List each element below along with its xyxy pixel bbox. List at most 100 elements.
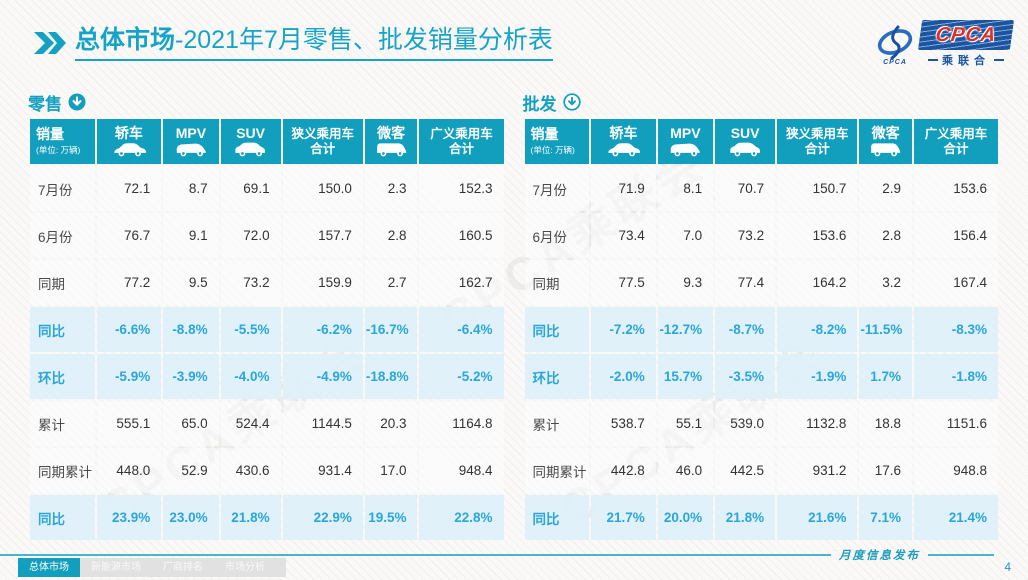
van-car-icon: [365, 142, 418, 157]
cell-value: 69.1: [220, 166, 281, 211]
cell-value: 77.2: [96, 260, 162, 305]
cell-value: 3.2: [859, 260, 912, 305]
cell-value: 55.1: [657, 401, 714, 446]
logo-sub: 乘联合: [928, 52, 1004, 68]
cell-value: 70.7: [715, 166, 776, 211]
cell-value: 72.1: [96, 166, 162, 211]
column-header-title: SUV: [730, 124, 760, 141]
cell-value: 150.0: [282, 166, 363, 211]
mpv-car-icon: [658, 142, 713, 157]
table-row: 同期 77.5 9.3 77.4 164.2 3.2 167.4: [524, 260, 998, 305]
page-number: 4: [1004, 560, 1011, 574]
cell-value: 7.1%: [859, 495, 912, 540]
cell-value: 65.0: [163, 401, 219, 446]
column-header-sales: 销量 (单位: 万辆): [524, 119, 590, 164]
column-header-title: SUV: [236, 124, 265, 141]
cell-value: 23.0%: [163, 495, 219, 540]
column-header-mpv: MPV: [163, 119, 219, 164]
column-header-title: 广义乘用车: [430, 127, 493, 142]
column-header-title2: 合计: [448, 141, 474, 156]
cell-value: 23.9%: [96, 495, 162, 540]
sedan-car-icon: [97, 142, 162, 157]
cell-value: 159.9: [282, 260, 363, 305]
page-title-wrap: 总体市场-2021年7月零售、批发销量分析表: [34, 26, 553, 61]
cell-value: 9.1: [163, 213, 219, 258]
logo-sub-line: [994, 59, 1004, 61]
footer-rule: 月度信息发布: [0, 548, 1028, 562]
cell-value: 948.4: [419, 448, 504, 493]
cell-value: 1151.6: [913, 401, 998, 446]
column-header-title: MPV: [670, 124, 701, 141]
tab-市场分析[interactable]: 市场分析: [225, 562, 265, 573]
cell-value: 2.3: [364, 166, 418, 211]
cell-value: 153.6: [913, 166, 998, 211]
table-row: 同期累计 448.0 52.9 430.6 931.4 17.0 948.4: [30, 448, 504, 493]
cell-value: 18.8: [859, 401, 912, 446]
cell-value: 1144.5: [282, 401, 363, 446]
table-row: 同比 21.7% 20.0% 21.8% 21.6% 7.1% 21.4%: [524, 495, 998, 540]
cell-value: 21.7%: [591, 495, 656, 540]
cell-value: 931.4: [282, 448, 363, 493]
cell-value: -8.3%: [913, 307, 998, 352]
footer-line: [0, 553, 831, 557]
cell-value: 71.9: [591, 166, 656, 211]
column-header-微客: 微客: [364, 119, 418, 164]
table-row: 同比 -7.2% -12.7% -8.7% -8.2% -11.5% -8.3%: [524, 307, 998, 352]
cell-value: 931.2: [777, 448, 858, 493]
column-header-title: 狭义乘用车: [785, 127, 849, 142]
tab-厂商排名[interactable]: 厂商排名: [163, 562, 203, 573]
cell-value: 430.6: [220, 448, 281, 493]
logo-main-text: CPCA: [934, 23, 998, 46]
suv-car-icon: [715, 142, 775, 157]
cell-value: 538.7: [591, 401, 656, 446]
table-header-row: 销量 (单位: 万辆) 轿车 MPV SUV 狭义乘用车 合计 微客 广义乘用车 合计: [30, 119, 504, 164]
cell-value: -4.9%: [282, 354, 363, 399]
table-row: 7月份 72.1 8.7 69.1 150.0 2.3 152.3: [30, 166, 504, 211]
column-header-mpv: MPV: [657, 119, 714, 164]
cell-value: 77.4: [715, 260, 776, 305]
van-car-icon: [859, 142, 912, 157]
cell-value: 442.5: [715, 448, 776, 493]
down-arrow-circle-outline-icon: [562, 93, 581, 111]
cell-value: 153.6: [777, 213, 858, 258]
cell-value: 20.0%: [657, 495, 714, 540]
row-label: 同比: [524, 307, 590, 352]
row-label: 累计: [30, 401, 95, 446]
cell-value: 157.7: [282, 213, 363, 258]
cpca-logo: CPCA CPCA 乘联合: [873, 20, 1015, 68]
column-header-title2: 合计: [310, 141, 336, 156]
table-row: 同比 23.9% 23.0% 21.8% 22.9% 19.5% 22.8%: [30, 495, 504, 540]
column-header-sales: 销量 (单位: 万辆): [30, 119, 95, 164]
column-header-title: 轿车: [609, 124, 638, 141]
column-header-轿车: 轿车: [591, 119, 656, 164]
tables-area: 零售 销量 (单位: 万辆) 轿车 MPV SUV 狭义乘用车 合计 微客 广义乘用车 合计 7月份…: [28, 90, 1000, 542]
sedan-car-icon: [591, 142, 656, 157]
cell-value: 73.4: [591, 213, 656, 258]
cell-value: 448.0: [96, 448, 162, 493]
table-row: 累计 555.1 65.0 524.4 1144.5 20.3 1164.8: [30, 401, 504, 446]
tab-新能源市场[interactable]: 新能源市场: [91, 562, 141, 573]
cell-value: 150.7: [777, 166, 858, 211]
bottom-tab-bar: 总体市场 新能源市场 厂商排名 市场分析: [18, 558, 286, 577]
cell-value: 17.6: [859, 448, 912, 493]
publication-label: 月度信息发布: [839, 550, 920, 562]
table-row: 同比 -6.6% -8.8% -5.5% -6.2% -16.7% -6.4%: [30, 307, 504, 352]
logo-caption: CPCA: [883, 58, 907, 66]
column-header-狭义乘用车: 狭义乘用车 合计: [777, 119, 858, 164]
cell-value: 2.8: [364, 213, 418, 258]
cell-value: 19.5%: [364, 495, 418, 540]
wholesale-section-title: 批发: [522, 94, 557, 114]
double-chevron-icon: [34, 31, 66, 55]
column-header-title: MPV: [175, 124, 207, 141]
cell-value: 9.3: [657, 260, 714, 305]
column-header-广义乘用车: 广义乘用车 合计: [419, 119, 504, 164]
cpca-swoosh-icon: CPCA: [873, 23, 917, 66]
row-label: 同比: [30, 495, 95, 540]
cell-value: 160.5: [419, 213, 504, 258]
retail-table-section: 零售 销量 (单位: 万辆) 轿车 MPV SUV 狭义乘用车 合计 微客 广义乘用车 合计 7月份…: [28, 90, 506, 542]
table-row: 同期累计 442.8 46.0 442.5 931.2 17.6 948.8: [524, 448, 998, 493]
cell-value: 52.9: [163, 448, 219, 493]
cell-value: 17.0: [364, 448, 418, 493]
column-header-狭义乘用车: 狭义乘用车 合计: [282, 119, 363, 164]
tab-总体市场[interactable]: 总体市场: [18, 558, 80, 577]
